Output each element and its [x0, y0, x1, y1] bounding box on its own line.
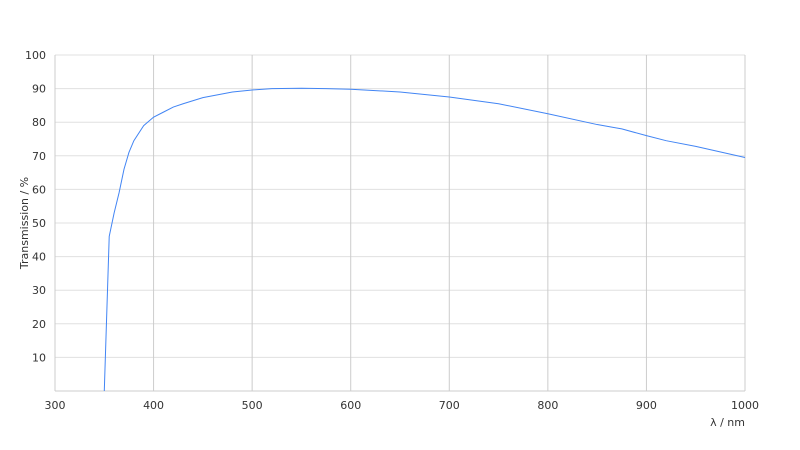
transmission-line: [103, 87, 746, 392]
x-tick-label: 800: [537, 399, 558, 412]
y-tick-label: 90: [32, 83, 46, 96]
grid: [54, 54, 746, 392]
y-tick-label: 100: [25, 49, 46, 62]
y-tick-label: 20: [32, 318, 46, 331]
y-tick-label: 30: [32, 284, 46, 297]
x-tick-label: 600: [340, 399, 361, 412]
y-tick-label: 40: [32, 251, 46, 264]
x-tick-label: 1000: [731, 399, 759, 412]
series: [103, 87, 746, 392]
y-tick-label: 70: [32, 150, 46, 163]
y-tick-label: 10: [32, 351, 46, 364]
y-tick-label: 60: [32, 183, 46, 196]
y-tick-label: 50: [32, 217, 46, 230]
x-tick-label: 400: [143, 399, 164, 412]
x-tick-label: 700: [439, 399, 460, 412]
x-axis-label: λ / nm: [710, 416, 745, 429]
x-tick-label: 500: [242, 399, 263, 412]
tick-labels: 10 20 30 40 50 60 70 80 90 100 300 400 500 600 700 800 9…: [25, 49, 759, 412]
x-tick-label: 900: [636, 399, 657, 412]
x-tick-label: 300: [45, 399, 66, 412]
y-tick-label: 80: [32, 116, 46, 129]
y-axis-label: Transmission / %: [18, 177, 31, 270]
